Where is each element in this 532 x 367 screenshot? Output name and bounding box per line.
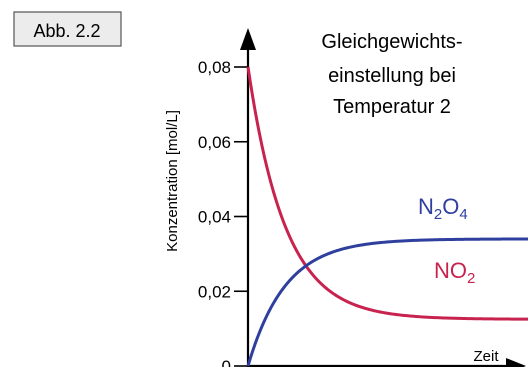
series-line-n2o4 (246, 237, 528, 367)
y-axis-label: Konzentration [mol/L] (164, 110, 181, 252)
chart-title: Gleichgewichts- einstellung bei Temperat… (321, 31, 462, 118)
series-label-no2-sub: 2 (467, 270, 475, 287)
chart-title-line-3: Temperatur 2 (333, 96, 451, 118)
chart-title-line-1: Gleichgewichts- (321, 31, 462, 53)
series-label-n2o4-sub: 2 (434, 206, 442, 223)
chart-title-line-2: einstellung bei (328, 65, 456, 87)
series-line-no2 (246, 66, 529, 321)
y-tick-label-4: 0,08 (198, 58, 231, 77)
y-tick-label-2: 0,04 (198, 208, 231, 227)
series-label-n2o4-sub2: 4 (459, 206, 467, 223)
figure-label: Abb. 2.2 (33, 21, 100, 41)
y-tick-label-0: 0 (222, 357, 231, 367)
y-axis-arrow (240, 28, 256, 50)
axes (240, 28, 526, 367)
x-axis-arrow (506, 358, 526, 367)
y-ticks: 0 0,02 0,04 0,06 0,08 (198, 58, 248, 367)
x-axis-label: Zeit (473, 348, 499, 365)
y-tick-label-3: 0,06 (198, 133, 231, 152)
series-label-n2o4: N2O4 (418, 194, 468, 223)
series-label-no2-main: NO (434, 258, 467, 283)
series-label-n2o4-main: N (418, 194, 434, 219)
y-tick-label-1: 0,02 (198, 282, 231, 301)
series-label-n2o4-rest: O (442, 194, 459, 219)
figure-badge-box (13, 11, 122, 47)
figure-badge: Abb. 2.2 (13, 11, 122, 47)
series-label-no2: NO2 (434, 258, 475, 287)
